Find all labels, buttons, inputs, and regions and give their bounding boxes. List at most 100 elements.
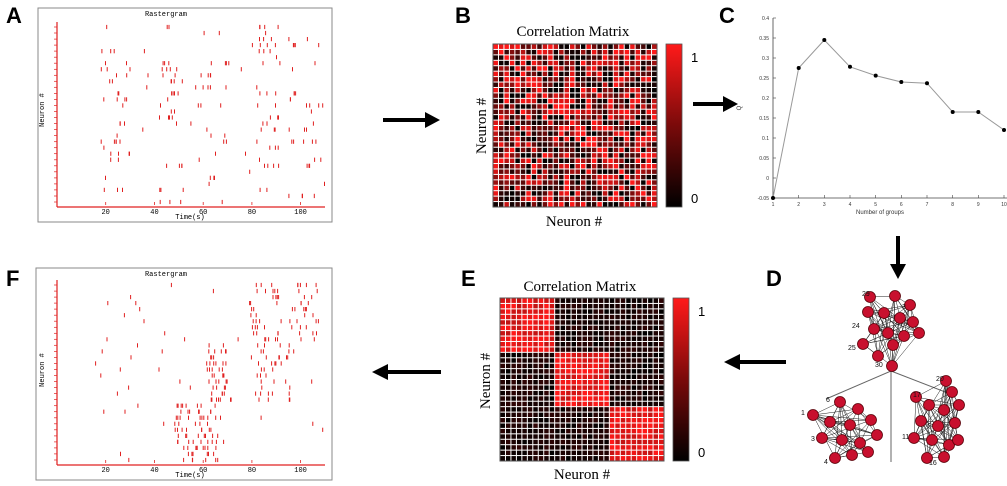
matrix-cell — [604, 456, 609, 461]
matrix-cell — [531, 66, 537, 71]
matrix-cell — [642, 428, 648, 434]
matrix-cell — [642, 325, 648, 331]
matrix-cell — [526, 126, 531, 131]
matrix-cell — [624, 169, 630, 174]
matrix-cell — [520, 185, 526, 191]
matrix-cell — [542, 136, 548, 142]
panel-b-colorbar — [665, 43, 683, 208]
matrix-cell — [548, 185, 553, 191]
matrix-cell — [538, 401, 544, 407]
matrix-cell — [560, 369, 566, 374]
matrix-cell — [526, 158, 531, 164]
matrix-cell — [566, 341, 571, 347]
matrix-cell — [527, 336, 533, 341]
matrix-cell — [542, 147, 548, 153]
matrix-cell — [531, 136, 537, 142]
matrix-cell — [619, 87, 624, 93]
matrix-cell — [560, 309, 566, 314]
matrix-cell — [615, 385, 620, 390]
matrix-cell — [648, 445, 653, 450]
matrix-cell — [575, 71, 580, 77]
matrix-cell — [553, 158, 559, 164]
matrix-cell — [498, 120, 504, 125]
matrix-cell — [548, 60, 553, 66]
panel-f-xticks: 20 40 60 80 100 — [101, 460, 307, 475]
matrix-cell — [626, 450, 631, 456]
matrix-cell — [526, 104, 531, 109]
q-point — [873, 73, 878, 78]
matrix-cell — [544, 358, 549, 363]
matrix-cell — [602, 180, 608, 185]
network-node — [844, 419, 856, 431]
matrix-cell — [598, 347, 604, 352]
matrix-cell — [516, 385, 522, 390]
matrix-cell — [531, 153, 537, 158]
network-edge — [834, 401, 841, 459]
node-label: 6 — [826, 397, 830, 404]
matrix-cell — [626, 423, 631, 428]
matrix-cell — [527, 456, 533, 461]
matrix-cell — [566, 314, 571, 320]
matrix-cell — [560, 380, 566, 385]
matrix-cell — [537, 180, 542, 185]
matrix-cell — [593, 439, 598, 445]
matrix-cell — [598, 336, 604, 341]
matrix-cell — [511, 325, 516, 331]
matrix-cell — [559, 87, 564, 93]
matrix-cell — [516, 450, 522, 456]
matrix-cell — [626, 390, 631, 396]
matrix-cell — [516, 456, 522, 461]
matrix-cell — [659, 341, 664, 347]
matrix-cell — [526, 169, 531, 174]
matrix-cell — [560, 298, 566, 303]
matrix-cell — [537, 196, 542, 202]
matrix-cell — [626, 325, 631, 331]
matrix-cell — [504, 49, 509, 55]
matrix-cell — [652, 202, 657, 207]
matrix-cell — [500, 450, 505, 456]
matrix-cell — [646, 109, 652, 115]
panel-b-matrix — [493, 44, 657, 207]
matrix-cell — [631, 341, 637, 347]
matrix-cell — [498, 185, 504, 191]
matrix-cell — [548, 44, 553, 49]
matrix-cell — [591, 164, 597, 169]
matrix-cell — [587, 347, 593, 352]
matrix-cell — [577, 374, 582, 379]
matrix-cell — [548, 191, 553, 196]
matrix-cell — [566, 369, 571, 374]
matrix-cell — [542, 44, 548, 49]
xtick-label: 6 — [900, 202, 903, 208]
panel-a-ylabel: Neuron # — [39, 93, 47, 127]
matrix-cell — [509, 147, 515, 153]
network-node — [829, 452, 841, 464]
matrix-cell — [604, 352, 609, 358]
matrix-cell — [570, 131, 575, 136]
matrix-cell — [620, 298, 626, 303]
matrix-cell — [500, 385, 505, 390]
matrix-cell — [526, 185, 531, 191]
matrix-cell — [571, 358, 577, 363]
matrix-cell — [626, 309, 631, 314]
matrix-cell — [498, 60, 504, 66]
matrix-cell — [505, 325, 511, 331]
matrix-cell — [566, 439, 571, 445]
network-node — [836, 434, 848, 446]
matrix-cell — [659, 369, 664, 374]
matrix-cell — [538, 396, 544, 401]
matrix-cell — [613, 191, 619, 196]
matrix-cell — [619, 185, 624, 191]
matrix-cell — [544, 407, 549, 412]
matrix-cell — [620, 374, 626, 379]
matrix-cell — [560, 374, 566, 379]
network-edge — [915, 396, 945, 458]
matrix-cell — [602, 196, 608, 202]
matrix-cell — [598, 303, 604, 309]
matrix-cell — [531, 82, 537, 87]
matrix-cell — [516, 309, 522, 314]
matrix-cell — [582, 390, 587, 396]
matrix-cell — [504, 71, 509, 77]
matrix-cell — [624, 104, 630, 109]
matrix-cell — [538, 407, 544, 412]
